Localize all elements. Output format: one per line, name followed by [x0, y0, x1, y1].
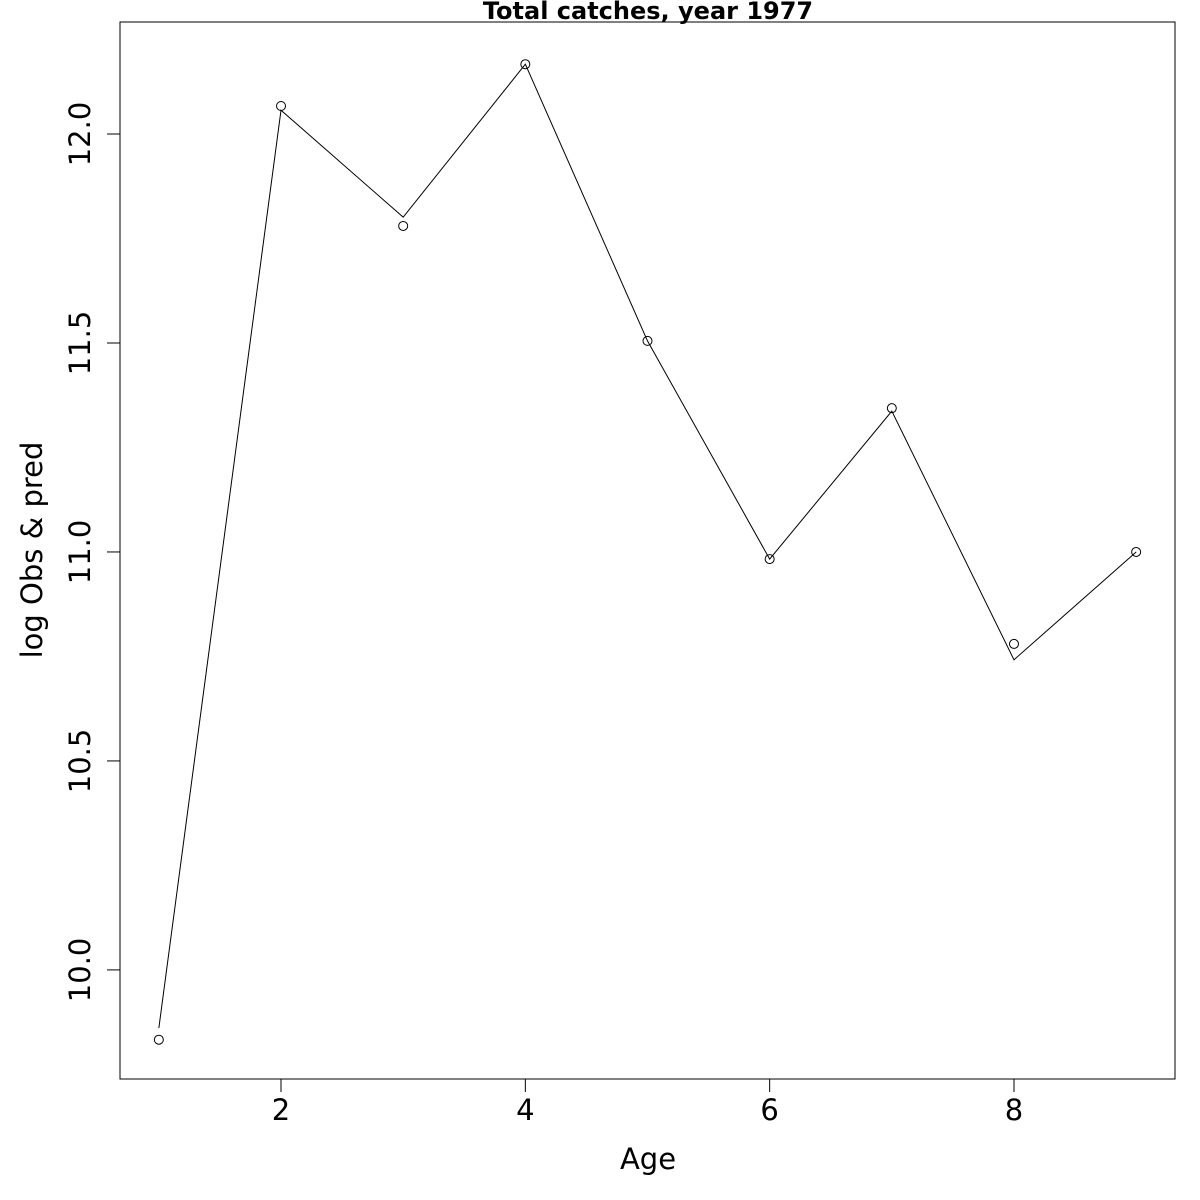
x-tick-label: 2	[272, 1093, 290, 1127]
y-tick-label: 10.5	[63, 729, 97, 794]
chart-title: Total catches, year 1977	[483, 0, 813, 25]
y-tick-label: 12.0	[63, 102, 97, 167]
data-point	[764, 554, 775, 565]
data-line	[158, 63, 1137, 1029]
y-axis-label: log Obs & pred	[15, 442, 49, 659]
x-tick-label: 8	[1005, 1093, 1023, 1127]
y-tick-label: 11.5	[63, 311, 97, 376]
data-point	[153, 1034, 164, 1045]
x-axis-label: Age	[620, 1142, 676, 1176]
data-point	[1131, 546, 1142, 557]
data-point	[886, 403, 897, 414]
y-tick-label: 10.0	[63, 938, 97, 1003]
data-point	[398, 220, 409, 231]
y-tick-label: 11.0	[63, 520, 97, 585]
data-point	[520, 59, 531, 70]
data-point	[642, 335, 653, 346]
data-point	[1008, 638, 1019, 649]
x-tick-label: 6	[760, 1093, 778, 1127]
x-tick-label: 4	[516, 1093, 534, 1127]
